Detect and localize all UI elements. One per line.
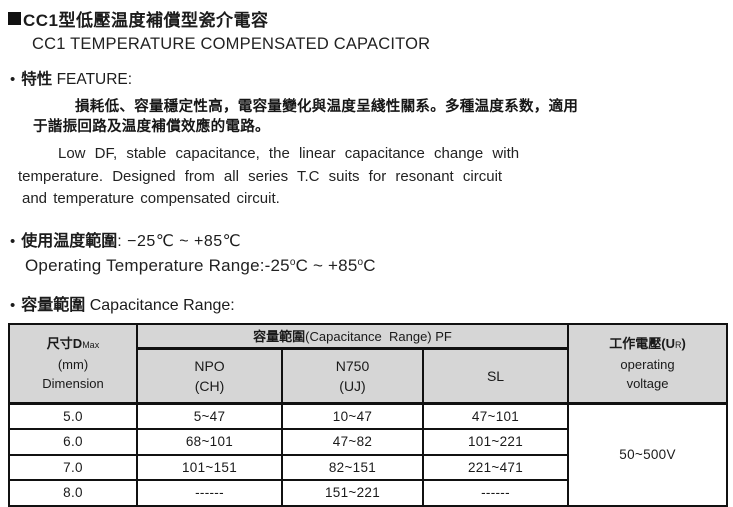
cell-dimension: 6.0 <box>8 428 138 456</box>
column-header-npo: NPO (CH) <box>136 348 283 405</box>
feature-cn-line2: 于諧振回路及温度補償效應的電路。 <box>33 119 270 135</box>
temperature-section: • 使用温度範圍 : −25℃ ~ +85℃ Operating Tempera… <box>8 227 725 276</box>
title-row: CC1型低壓温度補償型瓷介電容 <box>8 6 725 31</box>
page-title-cn: CC1型低壓温度補償型瓷介電容 <box>23 11 269 30</box>
cell-dimension: 8.0 <box>8 479 138 507</box>
capacitance-heading-cn: 容量範圍 <box>21 296 86 314</box>
temperature-heading: • 使用温度範圍 : −25℃ ~ +85℃ <box>8 227 725 251</box>
feature-en-line2: temperature. Designed from all series T.… <box>18 167 503 185</box>
cell-sl: ------ <box>421 479 570 507</box>
cell-npo: 5~47 <box>136 402 283 430</box>
black-square-icon <box>8 12 21 25</box>
cell-sl: 47~101 <box>421 402 570 430</box>
bullet-icon: • <box>10 296 16 314</box>
column-header-capacitance-range: 容量範圍(Capacitance Range) PF <box>135 322 570 350</box>
cell-npo: 68~101 <box>136 428 283 456</box>
table-row: 5.0 5~47 10~47 47~101 50~500V <box>8 402 729 507</box>
cell-npo: ------ <box>136 479 283 507</box>
feature-section: • 特性 FEATURE: 損耗低、容量穩定性高，電容量變化與温度呈綫性關系。多… <box>8 67 725 211</box>
cell-n750: 151~221 <box>281 479 424 507</box>
temperature-range-cn: : −25℃ ~ +85℃ <box>117 232 242 250</box>
feature-heading-cn: 特性 <box>21 71 53 88</box>
feature-cn-line1: 損耗低、容量穩定性高，電容量變化與温度呈綫性關系。多種温度系数，適用 <box>75 99 579 115</box>
table-header-row-1: 尺寸DMax (mm) Dimension 容量範圍(Capacitance R… <box>8 322 729 405</box>
cell-sl: 221~471 <box>421 453 570 481</box>
temperature-range-en: Operating Temperature Range:-25oC ~ +85o… <box>25 255 376 275</box>
cell-dimension: 7.0 <box>8 453 138 481</box>
feature-body-en: Low DF, stable capacitance, the linear c… <box>18 143 725 211</box>
column-header-n750: N750 (UJ) <box>281 348 424 405</box>
cell-n750: 82~151 <box>281 453 424 481</box>
capacitance-heading: • 容量範圍 Capacitance Range: <box>8 291 725 315</box>
degree-symbol: o <box>357 256 364 268</box>
temperature-label-cn: 使用温度範圍 <box>21 232 118 250</box>
feature-heading: • 特性 FEATURE: <box>8 67 725 89</box>
table-header-row-2: NPO (CH) N750 (UJ) SL <box>9 348 727 405</box>
feature-body-cn: 損耗低、容量穩定性高，電容量變化與温度呈綫性關系。多種温度系数，適用 于諧振回路… <box>33 97 725 137</box>
feature-en-line1: Low DF, stable capacitance, the linear c… <box>58 145 520 162</box>
column-header-dimension: 尺寸DMax (mm) Dimension <box>8 322 138 405</box>
feature-en-line3: and temperature compensated circuit. <box>22 190 280 207</box>
column-header-sl: SL <box>421 348 570 405</box>
page-title-en: CC1 TEMPERATURE COMPENSATED CAPACITOR <box>32 35 431 53</box>
bullet-icon: • <box>10 71 16 88</box>
cell-n750: 10~47 <box>281 402 424 430</box>
cell-npo: 101~151 <box>136 453 283 481</box>
cell-n750: 47~82 <box>281 428 424 456</box>
capacitance-section: • 容量範圍 Capacitance Range: 尺寸DMax (mm) Di… <box>8 291 729 507</box>
feature-heading-en: FEATURE: <box>52 71 133 88</box>
degree-symbol: o <box>289 256 296 268</box>
bullet-icon: • <box>10 232 16 250</box>
table-row: 7.0 101~151 82~151 221~471 <box>8 453 727 481</box>
cell-sl: 101~221 <box>421 428 570 456</box>
cell-dimension: 5.0 <box>8 402 138 430</box>
capacitance-table: 尺寸DMax (mm) Dimension 容量範圍(Capacitance R… <box>8 322 729 507</box>
cell-operating-voltage: 50~500V <box>567 402 729 507</box>
capacitance-heading-en: Capacitance Range: <box>85 296 235 314</box>
column-header-operating-voltage: 工作電壓(UR) operating voltage <box>567 322 729 405</box>
